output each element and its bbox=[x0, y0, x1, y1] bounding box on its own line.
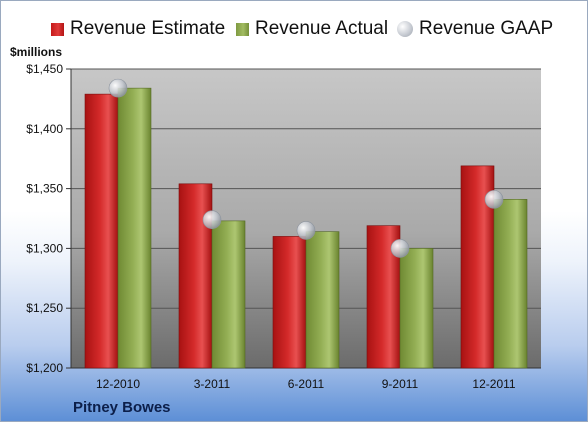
bar-revenue-estimate bbox=[178, 183, 213, 369]
legend-label-gaap: Revenue GAAP bbox=[419, 18, 554, 39]
y-tick-label: $1,350 bbox=[26, 182, 63, 196]
x-tick-label: 9-2011 bbox=[382, 377, 419, 391]
marker-revenue-gaap bbox=[202, 210, 222, 229]
legend: Revenue Estimate Revenue Actual Revenue … bbox=[1, 15, 588, 43]
legend-item-revenue-actual: Revenue Actual bbox=[236, 15, 388, 43]
legend-item-revenue-gaap: Revenue GAAP bbox=[397, 15, 553, 43]
marker-revenue-gaap bbox=[296, 221, 316, 240]
x-tick-label: 6-2011 bbox=[288, 377, 325, 391]
bar-revenue-estimate bbox=[84, 93, 119, 369]
bar-revenue-actual bbox=[305, 231, 340, 369]
bar-revenue-estimate bbox=[272, 236, 307, 369]
bar-revenue-actual bbox=[211, 220, 246, 369]
x-tick-label: 3-2011 bbox=[194, 377, 231, 391]
bar-revenue-actual bbox=[117, 87, 152, 369]
marker-revenue-gaap bbox=[108, 78, 128, 98]
y-tick-label: $1,300 bbox=[26, 241, 63, 255]
bar-revenue-actual bbox=[399, 248, 434, 369]
marker-revenue-gaap bbox=[484, 190, 504, 209]
y-tick-label: $1,250 bbox=[26, 301, 63, 315]
marker-revenue-gaap bbox=[390, 239, 410, 258]
legend-label-actual: Revenue Actual bbox=[255, 18, 389, 39]
legend-label-estimate: Revenue Estimate bbox=[70, 18, 226, 39]
legend-item-revenue-estimate: Revenue Estimate bbox=[51, 15, 225, 43]
legend-swatch-estimate bbox=[51, 22, 64, 36]
legend-swatch-actual bbox=[236, 22, 249, 36]
x-tick-label: 12-2010 bbox=[96, 377, 140, 391]
bar-revenue-actual bbox=[493, 199, 528, 369]
y-tick-label: $1,400 bbox=[26, 122, 63, 136]
y-tick-label: $1,200 bbox=[26, 361, 63, 375]
y-axis-unit-label: $millions bbox=[10, 45, 63, 59]
x-tick-label: 12-2011 bbox=[472, 377, 515, 391]
legend-swatch-gaap bbox=[397, 21, 413, 37]
company-name: Pitney Bowes bbox=[73, 399, 171, 416]
y-tick-label: $1,450 bbox=[26, 62, 63, 76]
